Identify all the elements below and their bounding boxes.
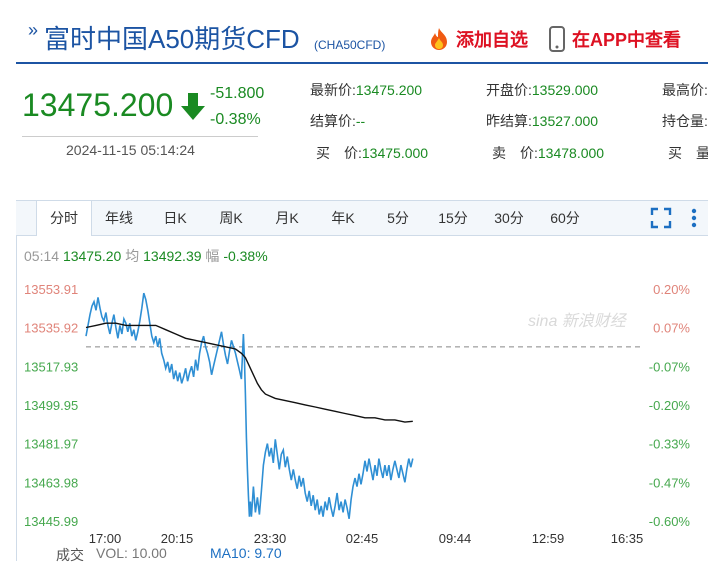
tab-5min[interactable]: 5分 (387, 210, 409, 226)
page-title: 富时中国A50期货CFD (44, 24, 300, 54)
quote-field: 最高价: (662, 82, 708, 98)
tab-year-k[interactable]: 年K (331, 210, 355, 226)
quote-field: 结算价:-- (310, 113, 366, 129)
view-in-app-button[interactable]: 在APP中查看 (548, 26, 681, 52)
tab-year-line[interactable]: 年线 (105, 210, 133, 226)
tab-timeshare[interactable]: 分时 (36, 201, 92, 236)
title-divider (16, 62, 708, 64)
quote-field: 卖 价:13478.000 (492, 145, 605, 161)
title-arrow-icon: » (28, 20, 39, 40)
gear-icon[interactable] (684, 207, 704, 229)
volume-value: VOL: 10.00 (96, 545, 167, 561)
quote-field: 买 量: (668, 145, 708, 161)
tab-60min[interactable]: 60分 (550, 210, 580, 226)
quote-field: 买 价:13475.000 (316, 145, 429, 161)
tab-15min[interactable]: 15分 (438, 210, 468, 226)
quote-field: 持仓量: (662, 113, 708, 129)
fullscreen-icon[interactable] (650, 207, 672, 229)
tab-month-k[interactable]: 月K (275, 210, 299, 226)
volume-ma: MA10: 9.70 (210, 545, 282, 561)
quote-field: 最新价:13475.200 (310, 82, 423, 98)
tab-day-k[interactable]: 日K (163, 210, 187, 226)
arrow-down-icon (181, 93, 205, 120)
header: » 富时中国A50期货CFD (CHA50CFD) 添加自选 在APP中查看 (0, 0, 708, 62)
period-tabs (16, 201, 708, 236)
phone-icon (549, 26, 565, 52)
symbol-code: (CHA50CFD) (314, 38, 386, 52)
quote-field: 开盘价:13529.000 (486, 82, 599, 98)
tab-30min[interactable]: 30分 (494, 210, 524, 226)
volume-label: 成交 (56, 547, 84, 563)
quote-field: 昨结算:13527.000 (486, 113, 599, 129)
current-price: 13475.200 (22, 87, 174, 123)
price-change-percent: -0.38% (210, 111, 261, 128)
crosshair-info: 05:14 13475.20 均 13492.39 幅 -0.38% (24, 248, 268, 264)
add-favorite-button[interactable]: 添加自选 (426, 26, 528, 52)
view-in-app-label: 在APP中查看 (572, 30, 682, 50)
tab-week-k[interactable]: 周K (219, 210, 243, 226)
price-change: -51.800 (210, 85, 265, 102)
quote-divider (22, 136, 258, 137)
quote-time: 2024-11-15 05:14:24 (66, 142, 195, 158)
add-favorite-label: 添加自选 (456, 30, 528, 50)
fire-icon (431, 28, 447, 50)
